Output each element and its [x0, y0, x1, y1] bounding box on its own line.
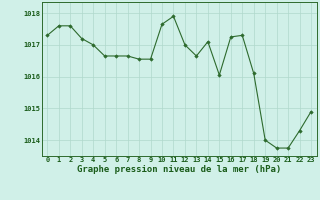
- X-axis label: Graphe pression niveau de la mer (hPa): Graphe pression niveau de la mer (hPa): [77, 165, 281, 174]
